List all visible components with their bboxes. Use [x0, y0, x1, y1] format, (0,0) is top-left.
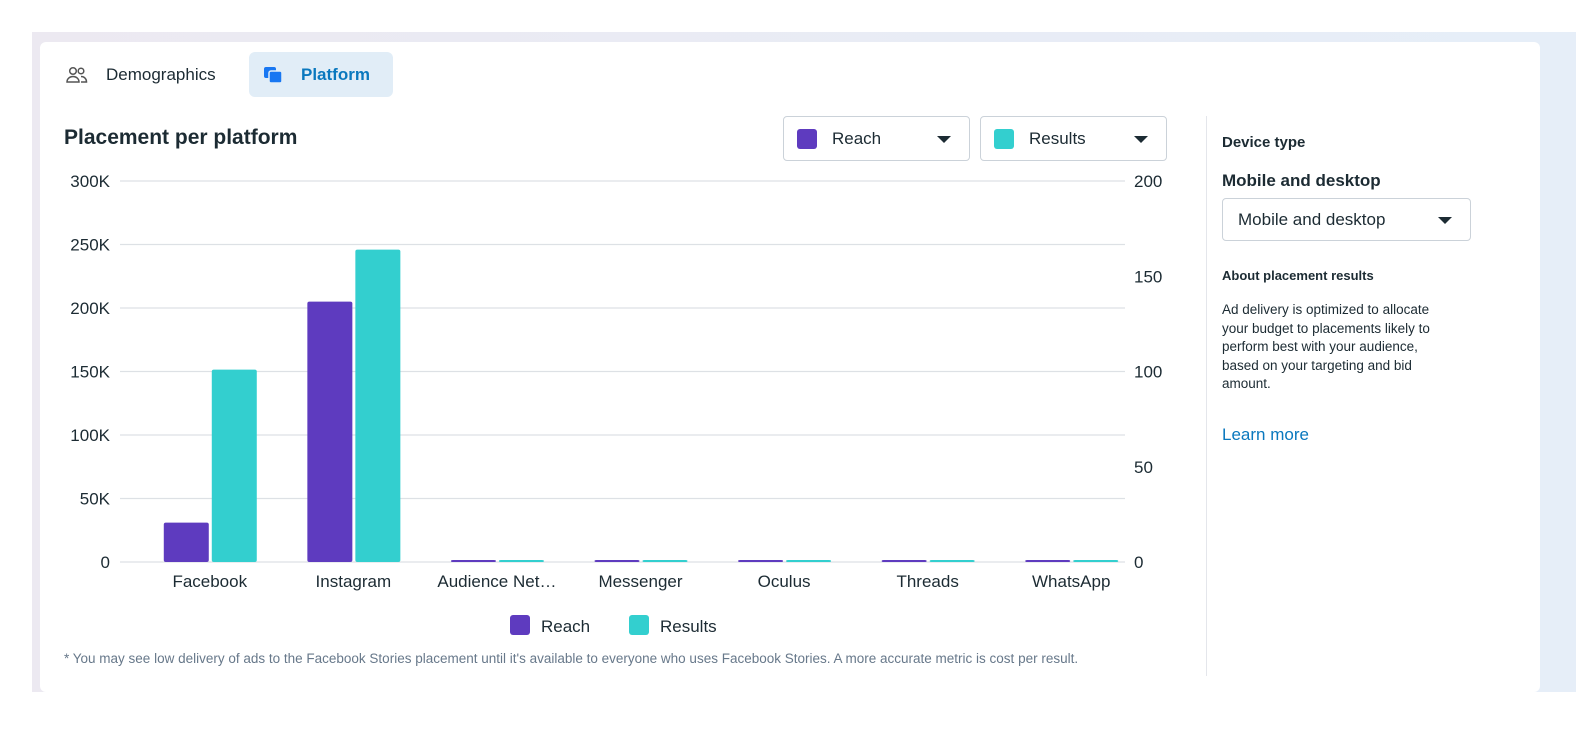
right-axis-tick: 150: [1134, 267, 1162, 286]
caret-down-icon: [1134, 136, 1148, 143]
caret-down-icon: [937, 136, 951, 143]
left-axis-tick: 200K: [70, 299, 110, 318]
bar-results: [211, 369, 257, 562]
bar-results: [498, 560, 544, 562]
left-axis-tick: 0: [101, 553, 110, 572]
right-axis-tick: 50: [1134, 458, 1153, 477]
x-axis-label: WhatsApp: [1032, 572, 1110, 591]
bar-reach: [450, 560, 496, 562]
learn-more-link[interactable]: Learn more: [1222, 425, 1309, 444]
reach-swatch: [797, 128, 817, 149]
x-axis-label: Threads: [896, 572, 958, 591]
left-axis-tick: 50K: [80, 490, 111, 509]
about-text: Ad delivery is optimized to allocate you…: [1222, 302, 1430, 391]
results-metric-dropdown[interactable]: Results: [980, 116, 1167, 161]
legend-label: Results: [660, 617, 717, 636]
left-axis-tick: 300K: [70, 172, 110, 191]
bar-reach: [1025, 560, 1071, 562]
tab-label: Demographics: [106, 64, 216, 84]
people-icon: [66, 66, 88, 83]
x-axis-label: Facebook: [172, 572, 247, 591]
device-value-heading: Mobile and desktop: [1222, 171, 1381, 190]
bar-results: [355, 249, 401, 562]
bar-reach: [163, 522, 209, 562]
bar-chart: 0 50K 100K 150K 200K 250K 300K 0 50 100 150 200 Face…: [70, 172, 1162, 636]
caret-down-icon: [1438, 217, 1452, 224]
x-axis-label: Messenger: [598, 572, 682, 591]
bar-reach: [881, 560, 927, 562]
results-swatch: [994, 128, 1014, 149]
legend-swatch: [510, 615, 530, 635]
reach-metric-dropdown[interactable]: Reach: [783, 116, 970, 161]
tab-demographics[interactable]: Demographics: [52, 52, 230, 97]
bar-results: [1073, 560, 1119, 562]
bar-results: [642, 560, 688, 562]
legend-label: Reach: [541, 617, 590, 636]
footnote: * You may see low delivery of ads to the…: [64, 651, 1079, 666]
x-axis-label: Instagram: [316, 572, 392, 591]
bar-results: [929, 560, 975, 562]
dropdown-label: Results: [1029, 128, 1086, 148]
bar-results: [786, 560, 832, 562]
platform-icon: [264, 66, 283, 84]
divider: [1206, 116, 1207, 676]
bar-reach: [307, 301, 353, 562]
tab-platform[interactable]: Platform: [249, 52, 393, 97]
card: [40, 42, 1540, 692]
left-axis-tick: 250K: [70, 236, 110, 255]
chart-title: Placement per platform: [64, 126, 298, 149]
right-axis-tick: 0: [1134, 553, 1143, 572]
x-axis-label: Oculus: [758, 572, 811, 591]
left-axis-tick: 100K: [70, 426, 110, 445]
select-value: Mobile and desktop: [1238, 209, 1386, 229]
right-axis-tick: 200: [1134, 172, 1162, 191]
device-type-label: Device type: [1222, 134, 1306, 151]
left-axis-tick: 150K: [70, 363, 110, 382]
about-heading: About placement results: [1222, 268, 1374, 283]
bar-reach: [738, 560, 784, 562]
right-axis-tick: 100: [1134, 363, 1162, 382]
x-axis-label: Audience Net…: [437, 572, 556, 591]
dropdown-label: Reach: [832, 128, 882, 148]
device-type-select[interactable]: Mobile and desktop: [1222, 198, 1471, 241]
legend-swatch: [629, 615, 649, 635]
tab-label: Platform: [301, 64, 370, 84]
bar-reach: [594, 560, 640, 562]
